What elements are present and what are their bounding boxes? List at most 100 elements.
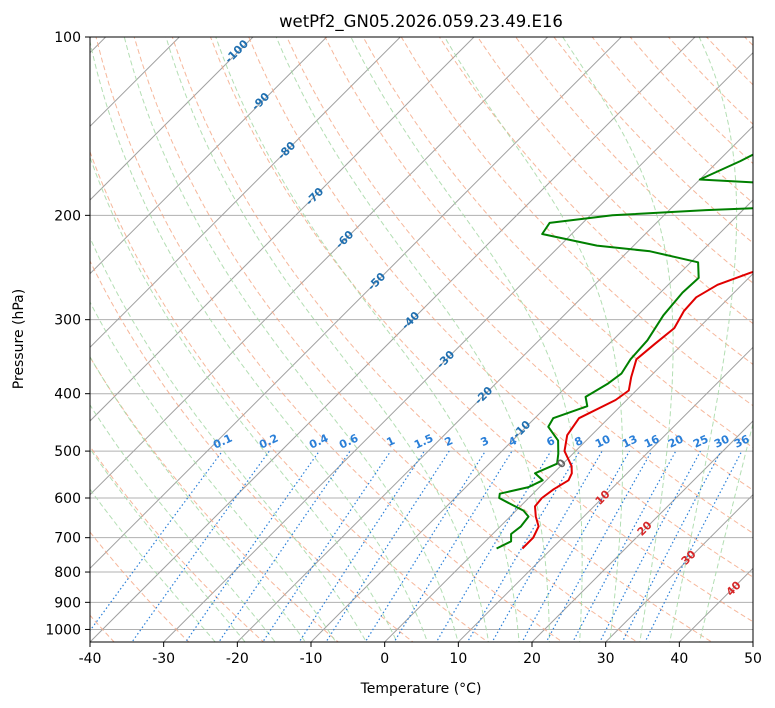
y-tick-label: 300 <box>54 313 81 329</box>
isotherm-line <box>90 37 181 128</box>
dry-adiabat <box>400 37 753 407</box>
dry-adiabat <box>133 37 638 642</box>
mixing-ratio-line <box>262 450 392 642</box>
isotherm-label: -100 <box>222 37 251 66</box>
isotherm-line <box>383 272 753 642</box>
y-tick-label: 200 <box>54 208 81 224</box>
dewpoint-profile-line <box>496 153 753 550</box>
mixing-ratio-label: 0.1 <box>211 432 234 452</box>
mixing-ratio-lines <box>90 450 743 642</box>
mixing-ratio-label: 0.4 <box>307 431 330 451</box>
isotherm-lines <box>0 10 753 654</box>
dry-adiabat <box>90 259 414 642</box>
mixing-ratio-line <box>435 450 552 642</box>
y-tick-label: 1000 <box>45 622 81 638</box>
moist-adiabat <box>165 37 490 642</box>
isotherm-line <box>90 37 328 275</box>
y-tick-label: 700 <box>54 531 81 547</box>
mixing-ratio-line <box>491 450 603 642</box>
isotherm-line <box>162 51 753 642</box>
moist-adiabat <box>90 404 276 642</box>
dry-adiabat <box>171 37 713 642</box>
dry-adiabat <box>667 37 753 125</box>
mixing-ratio-line <box>364 450 486 642</box>
x-tick-label: 40 <box>670 651 688 667</box>
y-axis-ticks: 100 200 300 400 500 600 700 800 900 1000 <box>45 30 90 638</box>
mixing-ratio-label: 3 <box>479 434 491 449</box>
moist-adiabat <box>215 37 520 642</box>
x-tick-label: 10 <box>449 651 467 667</box>
mixing-ratio-label: 10 <box>593 432 613 450</box>
plot-frame <box>89 36 754 643</box>
moist-adiabat <box>90 39 429 642</box>
isotherm-line <box>236 125 753 642</box>
moist-adiabat <box>90 236 367 642</box>
moist-adiabat <box>90 301 337 642</box>
profile-lines <box>496 153 753 550</box>
dry-adiabat <box>477 37 753 325</box>
moist-adiabat <box>123 37 459 642</box>
moist-adiabat <box>90 447 246 642</box>
mixing-ratio-label: 0.2 <box>257 432 280 452</box>
isotherm-label: 30 <box>679 547 699 567</box>
chart-title: wetPf2_GN05.2026.059.23.49.E16 <box>279 12 563 32</box>
isotherm-line <box>90 37 623 570</box>
mixing-ratio-line <box>621 450 722 642</box>
isotherm-line <box>752 641 753 642</box>
mixing-ratio-label: 2 <box>443 434 455 449</box>
isotherm-line <box>90 37 475 422</box>
dry-adiabat <box>248 37 753 578</box>
isobar-grid <box>90 37 753 630</box>
moist-adiabat <box>699 421 753 642</box>
moist-adiabat <box>350 37 583 642</box>
mixing-ratio-line <box>393 450 513 642</box>
isotherm-line <box>90 37 254 201</box>
x-tick-label: -10 <box>300 651 323 667</box>
isotherm-line <box>310 199 753 642</box>
isotherm-line <box>604 493 753 642</box>
y-tick-label: 100 <box>54 30 81 46</box>
x-tick-label: 30 <box>597 651 615 667</box>
isotherm-line <box>531 420 753 642</box>
x-tick-label: -20 <box>226 651 249 667</box>
dry-adiabat <box>756 10 775 654</box>
mixing-ratio-label: 25 <box>691 432 710 450</box>
mixing-ratio-line <box>466 450 580 642</box>
mixing-ratio-line <box>572 450 677 642</box>
x-tick-label: 50 <box>744 651 762 667</box>
moist-adiabat <box>90 488 216 642</box>
mixing-ratio-line <box>131 450 270 642</box>
x-tick-label: -30 <box>152 651 175 667</box>
mixing-ratio-label: 30 <box>712 432 732 450</box>
mixing-ratio-label: 1.5 <box>412 432 435 452</box>
moist-adiabat <box>669 37 738 642</box>
mixing-ratio-label: 13 <box>620 432 639 450</box>
dry-adiabat <box>95 37 564 642</box>
y-tick-label: 600 <box>54 491 81 507</box>
mixing-ratio-label: 16 <box>642 432 662 450</box>
moist-adiabat <box>275 37 550 642</box>
x-axis-title: Temperature (°C) <box>360 681 482 697</box>
isotherm-line <box>0 10 59 654</box>
temperature-profile-line <box>521 270 753 550</box>
x-axis-ticks: -40 -30 -20 -10 0 10 20 30 40 50 <box>79 642 762 667</box>
mixing-ratio-label: 1 <box>385 434 397 449</box>
y-tick-label: 800 <box>54 565 81 581</box>
dry-adiabat <box>90 531 190 642</box>
mixing-ratio-label: 20 <box>666 432 686 450</box>
mixing-ratio-line <box>298 450 425 642</box>
mixing-ratio-label: 8 <box>573 434 585 449</box>
dry-adiabat-lines <box>90 10 775 654</box>
moist-adiabat-lines <box>90 37 753 642</box>
x-tick-label: -40 <box>79 651 102 667</box>
y-tick-label: 500 <box>54 444 81 460</box>
isotherm-label: -90 <box>249 90 272 113</box>
mixing-ratio-line <box>599 450 702 642</box>
dry-adiabat <box>286 37 753 534</box>
x-tick-label: 20 <box>523 651 541 667</box>
moist-adiabat <box>90 155 398 642</box>
mixing-ratio-line <box>325 450 450 642</box>
isotherm-label: 40 <box>724 578 744 598</box>
mixing-ratio-line <box>90 450 223 632</box>
mixing-ratio-line <box>545 450 653 642</box>
